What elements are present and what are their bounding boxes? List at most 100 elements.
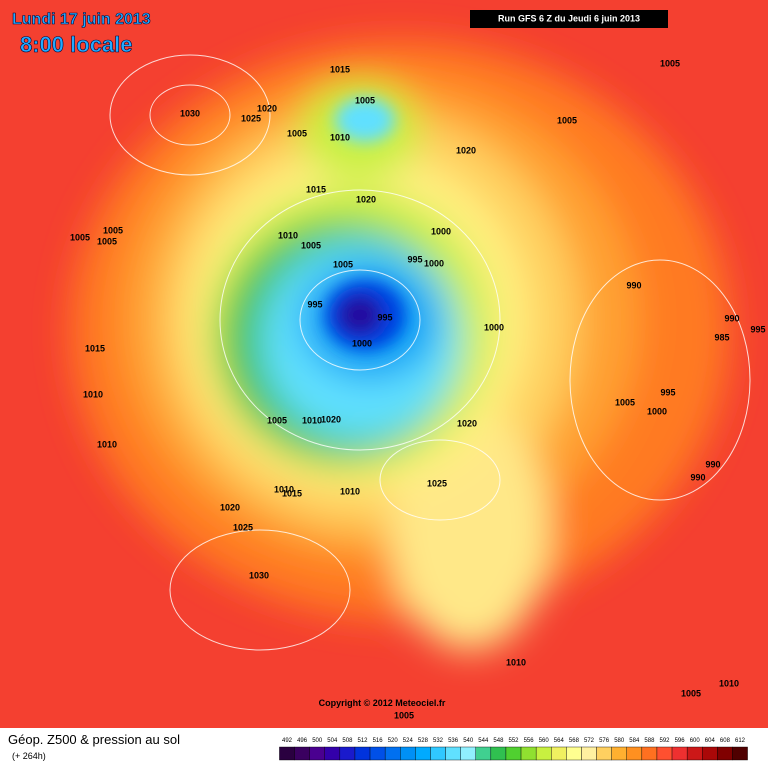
- isobars: [109, 54, 751, 651]
- isobar-label: 1005: [97, 236, 117, 246]
- colorbar-label: 612: [735, 738, 746, 744]
- colorbar-label: 596: [675, 738, 686, 744]
- run-label: Run GFS 6 Z du Jeudi 6 juin 2013: [498, 13, 640, 23]
- isobar-label: 1000: [431, 226, 451, 236]
- isobar-label: 995: [377, 312, 392, 322]
- isobar-label: 995: [307, 299, 322, 309]
- isobar-label: 990: [690, 472, 705, 482]
- isobar-label: 1010: [278, 230, 298, 240]
- colorbar-label: 536: [448, 738, 459, 744]
- colorbar-swatch: [566, 746, 582, 761]
- colorbar-swatch: [324, 746, 341, 761]
- isobar-label: 1030: [180, 108, 200, 118]
- isobar-label: 1005: [333, 259, 353, 269]
- isobar-label: 1005: [267, 415, 287, 425]
- colorbar-swatch: [702, 746, 718, 761]
- isobar-label: 1020: [257, 103, 277, 113]
- colorbar-swatch: [460, 746, 476, 761]
- colorbar-label: 496: [297, 738, 308, 744]
- colorbar-swatch: [686, 746, 703, 761]
- colorbar-label: 548: [493, 738, 504, 744]
- isobar-label: 1000: [484, 322, 504, 332]
- isobar-label: 1005: [301, 240, 321, 250]
- forecast-date: Lundi 17 juin 2013: [12, 11, 151, 28]
- colorbar-swatch: [430, 746, 446, 761]
- colorbar-swatch: [520, 746, 537, 761]
- isobar-label: 1015: [85, 343, 105, 353]
- colorbar-label: 524: [403, 738, 414, 744]
- colorbar-swatch: [369, 746, 386, 761]
- colorbar-label: 592: [659, 738, 670, 744]
- colorbar-swatch: [294, 746, 310, 761]
- colorbar-swatch: [626, 746, 643, 761]
- isobar-label: 1015: [282, 488, 302, 498]
- isobar-label: 1010: [506, 657, 526, 667]
- isobar-label: 1010: [97, 439, 117, 449]
- colorbar-label: 588: [644, 738, 655, 744]
- colorbar-label: 512: [357, 738, 368, 744]
- isobar-label: 1010: [330, 132, 350, 142]
- isobar-label: 1025: [427, 478, 447, 488]
- colorbar-swatch: [596, 746, 612, 761]
- colorbar-label: 504: [327, 738, 338, 744]
- isobar-label: 1005: [70, 232, 90, 242]
- colorbar-swatch: [671, 746, 688, 761]
- run-box: [470, 10, 668, 28]
- isobar-label: 1005: [103, 225, 123, 235]
- isobar-label: 995: [750, 324, 765, 334]
- colorbar-swatch: [384, 746, 401, 761]
- isobar-label: 1015: [306, 184, 326, 194]
- colorbar-swatch: [475, 746, 492, 761]
- colorbar-label: 580: [614, 738, 625, 744]
- colorbar-swatch: [445, 746, 461, 761]
- isobar-label: 1020: [220, 502, 240, 512]
- colorbar-label: 544: [478, 738, 489, 744]
- isobar-label: 1020: [456, 145, 476, 155]
- isobar-label: 1010: [274, 484, 294, 494]
- colorbar-label: 560: [539, 738, 550, 744]
- isobar-label: 1010: [83, 389, 103, 399]
- colorbar-label: 552: [508, 738, 519, 744]
- isobar-label: 1000: [647, 406, 667, 416]
- isobar-label: 990: [705, 459, 720, 469]
- colorbar-swatch: [551, 746, 567, 761]
- footer-title: Géop. Z500 & pression au sol: [8, 732, 180, 747]
- isobar-label: 1005: [355, 95, 375, 105]
- colorbar-label: 568: [569, 738, 580, 744]
- isobar-label: 1005: [287, 128, 307, 138]
- isobar-label: 1010: [719, 678, 739, 688]
- colorbar-label: 600: [690, 738, 701, 744]
- colorbar-swatch: [611, 746, 627, 761]
- isobar-label: 990: [626, 280, 641, 290]
- isobar-label: 1005: [394, 710, 414, 720]
- colorbar-swatch: [581, 746, 597, 761]
- colorbar-label: 528: [418, 738, 429, 744]
- isobar-label: 1025: [241, 113, 261, 123]
- colorbar-label: 556: [524, 738, 535, 744]
- copyright: Copyright © 2012 Meteociel.fr: [319, 698, 446, 708]
- isobar-label: 1020: [356, 194, 376, 204]
- isobar-label: 995: [660, 387, 675, 397]
- colorbar-swatch: [309, 746, 325, 761]
- isobar-label: 1030: [249, 570, 269, 580]
- colorbar-label: 564: [554, 738, 565, 744]
- colorbar-label: 500: [312, 738, 323, 744]
- isobar-label: 1000: [352, 338, 372, 348]
- colorbar-label: 516: [373, 738, 384, 744]
- footer-lead: (+ 264h): [12, 751, 46, 761]
- colorbar-swatch: [505, 746, 522, 761]
- low-core: [325, 98, 405, 350]
- isobar-label: 1020: [457, 418, 477, 428]
- isobar-label: 1005: [615, 397, 635, 407]
- colorbar-label: 576: [599, 738, 610, 744]
- colorbar-swatch: [535, 746, 552, 761]
- colorbar-label: 604: [705, 738, 716, 744]
- isobar-label: 1000: [424, 258, 444, 268]
- colorbar-swatch: [732, 746, 748, 761]
- isobar-label: 1005: [557, 115, 577, 125]
- isobar-label: 1010: [340, 486, 360, 496]
- isobar-label: 1010: [302, 415, 322, 425]
- colorbar-label: 492: [282, 738, 293, 744]
- isobar-label: 985: [714, 332, 729, 342]
